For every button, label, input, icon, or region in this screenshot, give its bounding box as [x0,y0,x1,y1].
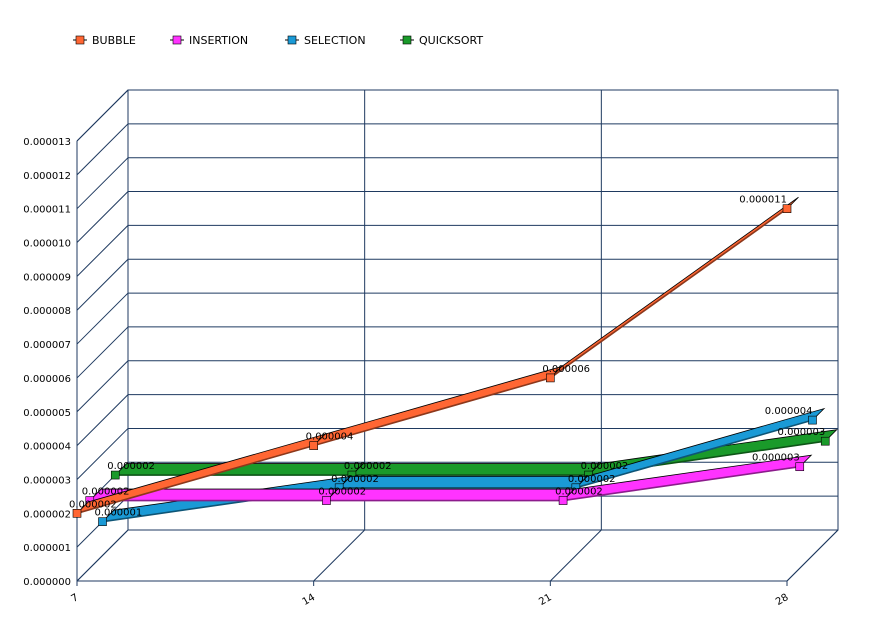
side-gridline [76,360,129,413]
ribbon-edge [76,444,314,515]
series-bubble [72,196,799,518]
y-tick-label: 0.000005 [23,408,71,419]
data-label: 0.000002 [568,474,616,485]
x-tick-label: 21 [537,592,554,608]
x-axis-ticks: 7 14 21 28 [69,581,791,608]
y-tick-label: 0.000008 [23,306,71,317]
legend-swatch [75,35,85,45]
side-gridline [76,225,129,277]
data-marker [72,509,82,518]
data-label: 0.000003 [778,427,826,438]
floor-gridline [313,529,366,582]
y-tick-label: 0.000006 [23,374,71,385]
data-label: 0.000006 [542,364,590,375]
y-tick-label: 0.000003 [23,475,71,486]
y-axis-ticks: 0.000000 0.000001 0.000002 0.000003 0.000004… [23,137,71,588]
y-tick-label: 0.000012 [23,171,71,182]
data-label: 0.000002 [581,461,629,472]
legend-item-selection: SELECTION [285,34,366,47]
data-label: 0.000002 [331,474,379,485]
y-tick-label: 0.000013 [23,137,71,148]
side-gridline [76,326,129,379]
legend-label: BUBBLE [92,34,136,47]
y-tick-label: 0.000011 [23,205,71,216]
y-tick-label: 0.000000 [23,577,71,588]
data-label: 0.000002 [555,487,603,498]
series-group [72,196,838,526]
data-label: 0.000001 [95,508,143,519]
ribbon-edge [575,419,813,489]
data-label: 0.000004 [306,432,354,443]
legend-swatch [402,35,412,45]
legend-label: SELECTION [304,34,366,47]
data-marker [558,496,568,505]
legend: BUBBLE INSERTION SELECTION QUICKSORT [73,34,483,47]
legend-item-bubble: BUBBLE [73,34,136,47]
data-label: 0.000011 [739,195,787,206]
side-gridline [76,394,129,446]
y-tick-label: 0.000001 [23,543,71,554]
data-label: 0.000003 [752,453,800,464]
x-tick-label: 7 [69,592,80,605]
legend-swatch [287,35,297,45]
side-gridline [76,123,129,176]
legend-label: QUICKSORT [419,34,483,47]
data-label: 0.000002 [69,499,117,510]
ribbon-edge [549,208,788,379]
data-label: 0.000004 [765,406,813,417]
legend-item-insertion: INSERTION [170,34,248,47]
floor-gridline [549,529,602,582]
data-label: 0.000002 [82,487,130,498]
data-marker [546,373,555,383]
y-tick-label: 0.000007 [23,340,71,351]
side-gridline [76,292,129,345]
data-label: 0.000002 [318,487,366,498]
side-gridline [76,89,129,142]
legend-item-quicksort: QUICKSORT [400,34,483,47]
side-gridline [76,157,129,210]
data-marker [309,441,318,450]
y-tick-label: 0.000010 [23,239,71,250]
data-marker [98,517,107,526]
ribbon-edge [313,377,551,447]
data-marker [808,415,817,425]
data-marker [110,470,120,480]
data-labels: 0.000002 0.000004 0.000006 0.000011 0.000002… [69,195,825,519]
y-tick-label: 0.000002 [23,509,71,520]
data-label: 0.000002 [344,461,392,472]
data-marker [322,496,331,505]
side-gridline [76,191,129,243]
x-tick-label: 14 [301,592,318,608]
floor-gridline [76,529,129,582]
y-tick-label: 0.000009 [23,272,71,283]
ribbon-edge [562,465,800,502]
data-marker [795,462,805,472]
y-tick-label: 0.000004 [23,442,71,453]
legend-label: INSERTION [189,34,248,47]
data-label: 0.000002 [107,461,155,472]
legend-swatch [172,35,182,45]
side-gridline [76,258,129,311]
x-tick-label: 28 [774,592,791,608]
data-marker [782,204,792,213]
side-gridline [76,428,129,480]
floor-gridline [786,529,839,582]
data-marker [820,436,830,446]
